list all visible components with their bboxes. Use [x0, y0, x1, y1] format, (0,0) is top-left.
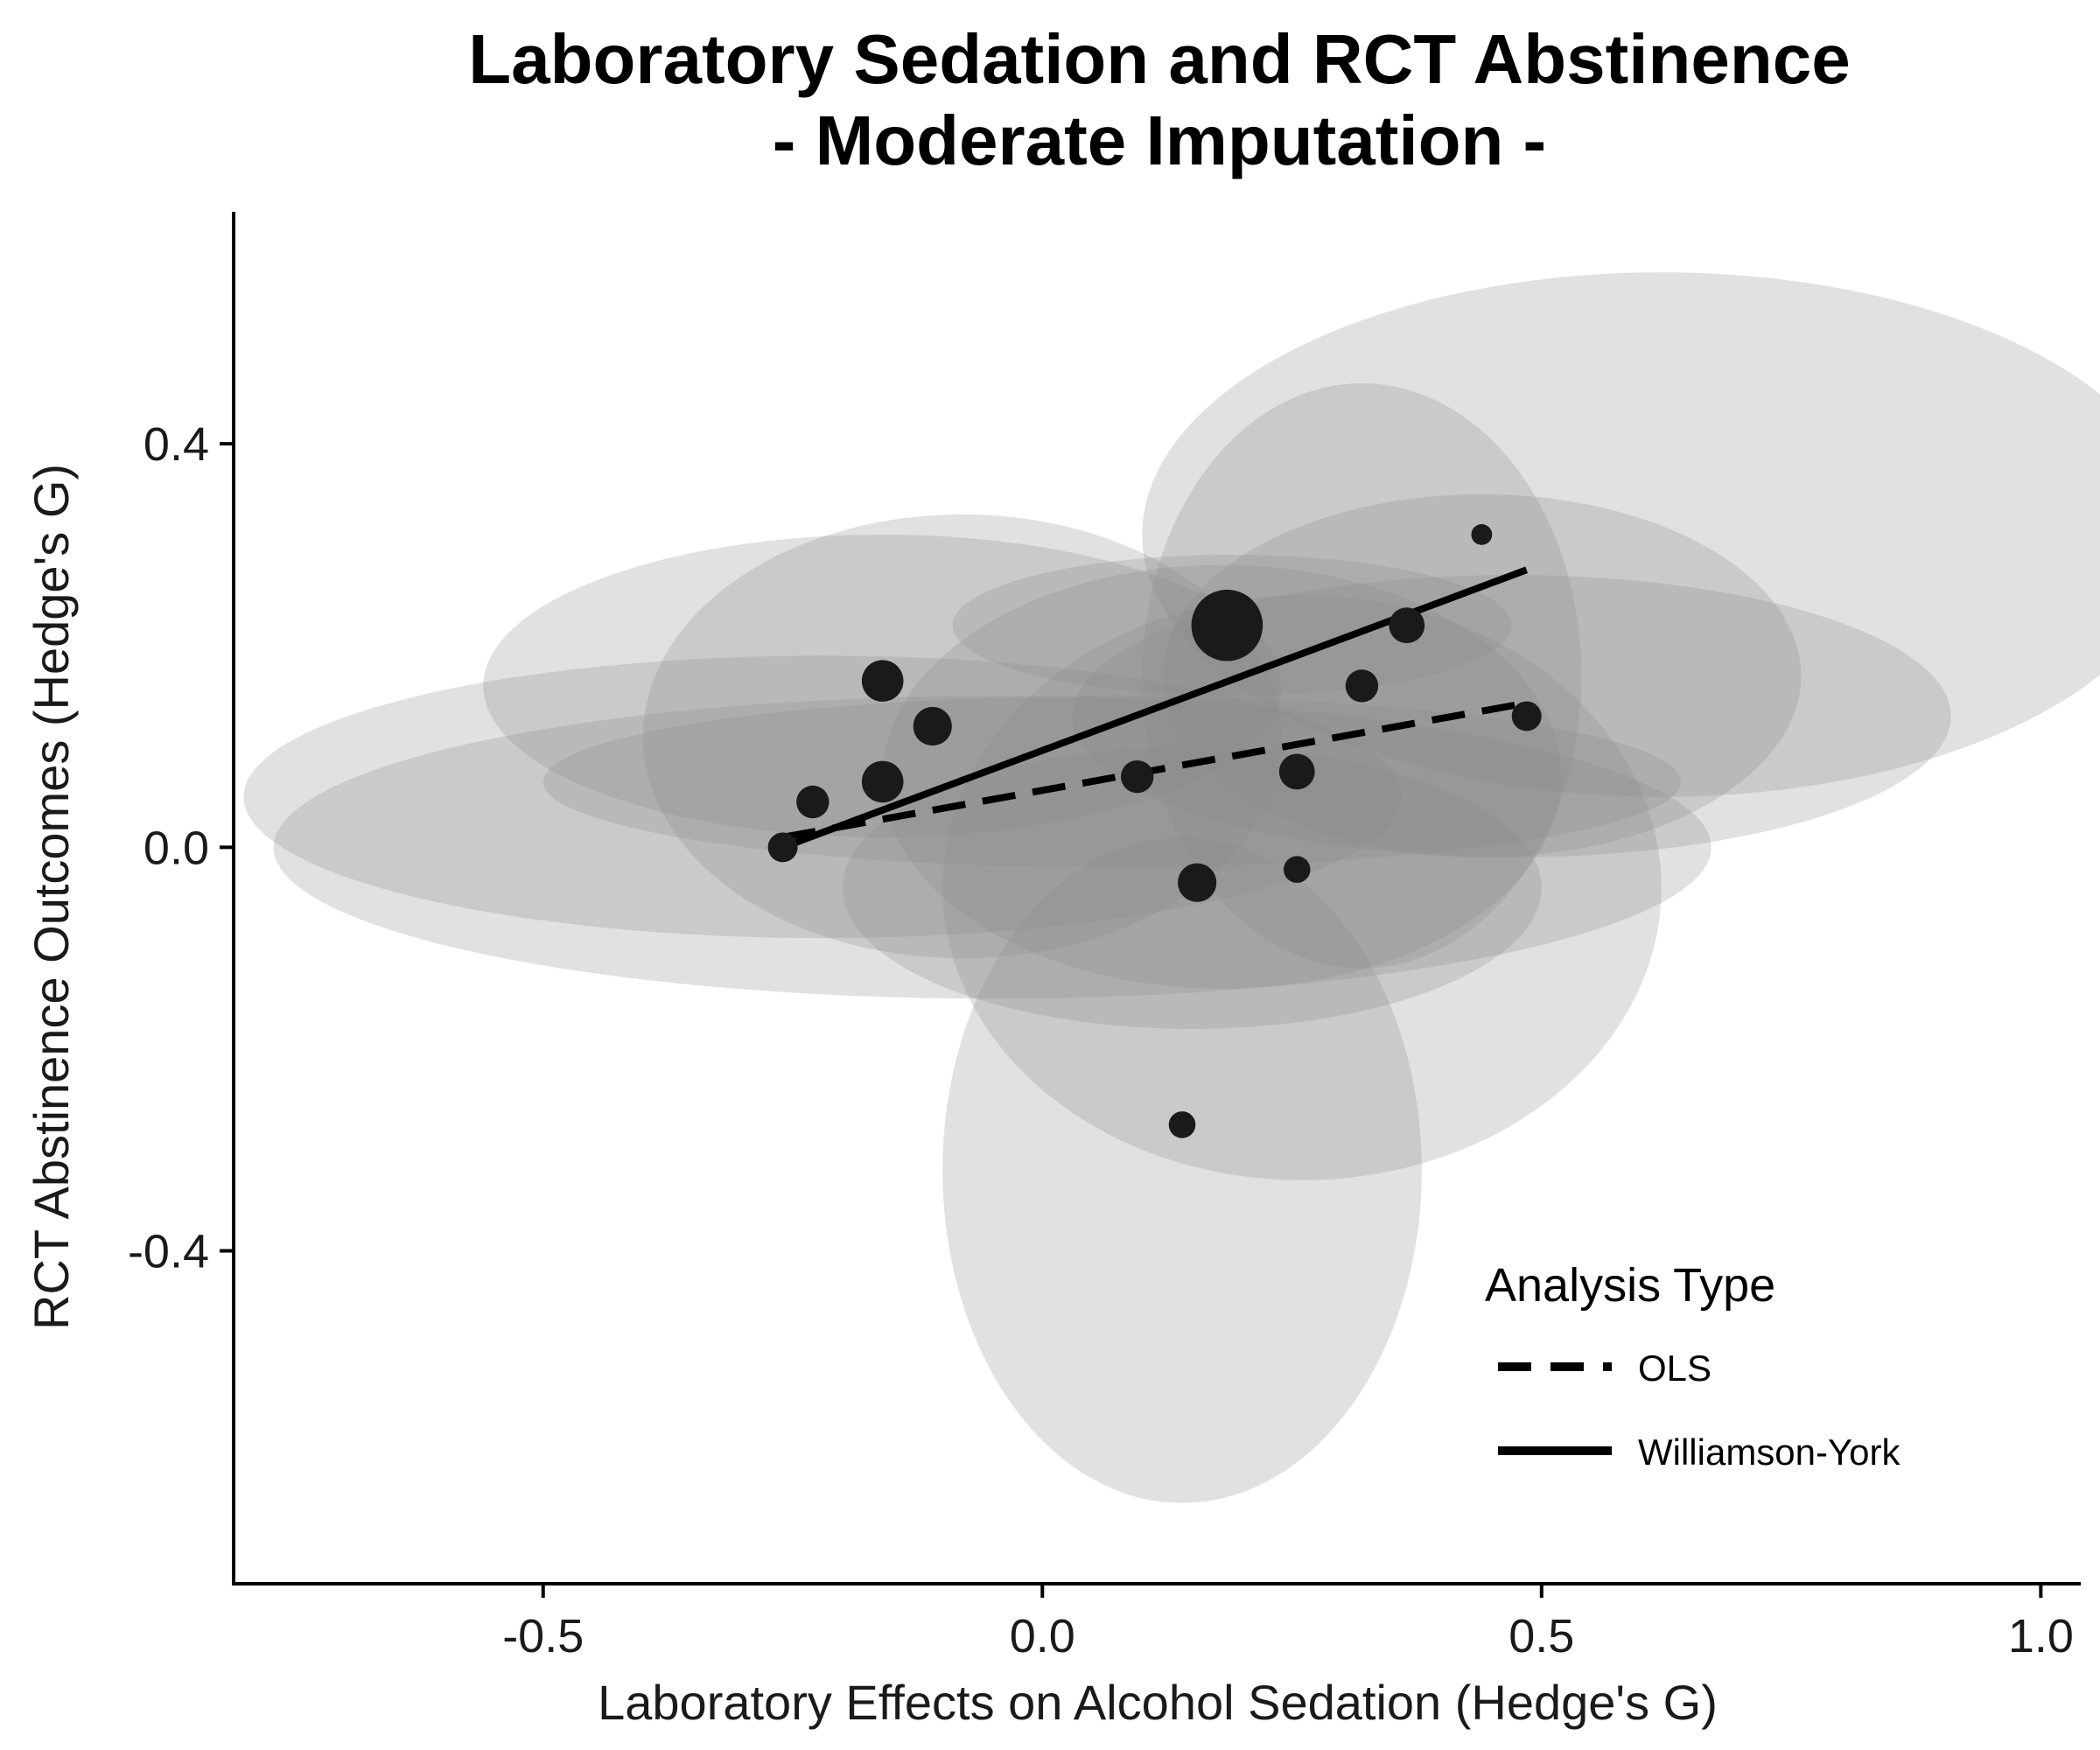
uncertainty-ellipse: [642, 514, 1283, 959]
uncertainty-ellipse: [542, 696, 1682, 868]
y-tick-label: 0.0: [144, 822, 209, 874]
uncertainty-ellipse: [273, 696, 1712, 999]
y-axis-ticks: -0.4 0.0 0.4: [128, 418, 234, 1278]
data-point: [1120, 760, 1154, 794]
uncertainty-ellipse: [882, 564, 1562, 989]
legend-label-williamson-york: Williamson-York: [1638, 1432, 1901, 1473]
y-tick-label: -0.4: [128, 1226, 209, 1278]
uncertainty-ellipse: [1142, 272, 2100, 797]
ols-regression-line: [781, 699, 1528, 841]
x-tick-label: -0.5: [502, 1610, 584, 1662]
data-point: [1345, 669, 1379, 703]
data-point: [1168, 1111, 1196, 1138]
data-point: [1191, 589, 1264, 662]
chart-title-line-1: Laboratory Sedation and RCT Abstinence: [468, 20, 1850, 98]
study-points: [767, 524, 1542, 1138]
legend-label-ols: OLS: [1638, 1348, 1712, 1389]
data-point: [1471, 524, 1493, 545]
data-point: [767, 832, 798, 863]
uncertainty-ellipse: [942, 836, 1422, 1503]
chart-title-line-2: - Moderate Imputation -: [773, 102, 1546, 179]
data-point: [861, 660, 904, 702]
data-point: [861, 760, 904, 803]
x-axis-label: Laboratory Effects on Alcohol Sedation (…: [598, 1675, 1718, 1730]
data-point: [1511, 701, 1542, 732]
data-point: [796, 785, 830, 819]
data-point: [1278, 753, 1315, 790]
uncertainty-ellipse: [942, 595, 1662, 1180]
x-tick-label: 0.5: [1508, 1610, 1574, 1662]
y-tick-label: 0.4: [144, 418, 209, 471]
legend: Analysis Type OLS Williamson-York: [1485, 1259, 1901, 1473]
data-point: [913, 706, 952, 746]
uncertainty-ellipses: [243, 272, 2100, 1503]
uncertainty-ellipse: [1162, 494, 1802, 858]
x-axis-ticks: -0.5 0.0 0.5 1.0: [502, 1584, 2074, 1662]
y-axis-label: RCT Abstinence Outcomes (Hedge's G): [24, 464, 79, 1330]
x-tick-label: 0.0: [1010, 1610, 1075, 1662]
data-point: [1283, 856, 1311, 884]
data-point: [1389, 607, 1425, 644]
x-tick-label: 1.0: [2008, 1610, 2074, 1662]
data-point: [1178, 863, 1217, 902]
legend-title: Analysis Type: [1485, 1259, 1775, 1312]
